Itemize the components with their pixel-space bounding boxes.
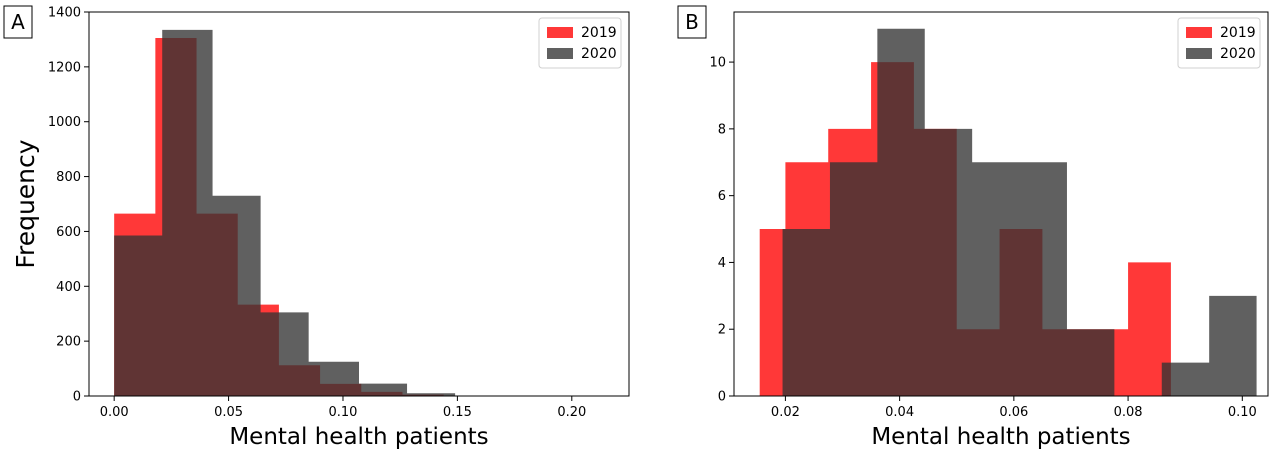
panel-b-ytick-label: 2 (718, 323, 726, 338)
panel-a-ytick-label: 600 (56, 225, 81, 240)
panel-b-letter: B (678, 6, 706, 38)
panel-a-ytick-label: 0 (73, 390, 81, 405)
panel-b-xtick-label: 0.08 (1114, 405, 1143, 420)
panel-a-ytick-label: 1400 (48, 6, 81, 21)
panel-a-ytick-label: 200 (56, 335, 81, 350)
panel-a-ytick-label: 1000 (48, 115, 81, 130)
panel-a-xtick-label: 0.10 (329, 405, 358, 420)
panel-b-series-2020 (783, 29, 1257, 396)
panel-b-hist-2020 (783, 29, 1257, 396)
panel-b-ytick-label: 0 (718, 390, 726, 405)
panel-b-legend-swatch-2020 (1186, 48, 1212, 59)
panel-a-legend-label-2020: 2020 (581, 46, 617, 62)
panel-a-hist-2020 (114, 30, 601, 396)
panel-b-legend-label-2020: 2020 (1220, 46, 1256, 62)
panel-a: 0.00 0.05 0.10 0.15 0.20 0 200 400 600 800 1000 120… (4, 6, 629, 451)
panel-b-ytick-label: 6 (718, 189, 726, 204)
panel-b-xtick-label: 0.10 (1228, 405, 1257, 420)
panel-a-ytick-label: 400 (56, 280, 81, 295)
panel-b-xtick-label: 0.02 (771, 405, 800, 420)
panel-a-series-2020 (114, 30, 601, 396)
panel-a-ytick-label: 800 (56, 170, 81, 185)
panel-b-ytick-label: 8 (718, 122, 726, 137)
panel-a-legend-label-2019: 2019 (581, 25, 617, 41)
panel-b-ytick-label: 4 (718, 256, 726, 271)
panel-a-xtick-label: 0.00 (100, 405, 129, 420)
panel-a-ytick-label: 1200 (48, 60, 81, 75)
panel-b-letter-text: B (685, 10, 699, 34)
panel-a-legend: 2019 2020 (539, 18, 621, 68)
panel-b-x-axis-label: Mental health patients (871, 424, 1130, 450)
panel-a-xtick-label: 0.20 (557, 405, 586, 420)
panel-a-x-axis-label: Mental health patients (229, 424, 488, 450)
panel-b-legend-swatch-2019 (1186, 27, 1212, 38)
panel-b-legend: 2019 2020 (1178, 18, 1260, 68)
panel-a-y-axis-label: Frequency (11, 139, 40, 268)
panel-a-legend-swatch-2020 (547, 48, 573, 59)
panel-b-ytick-label: 10 (709, 56, 726, 71)
panel-a-letter: A (4, 6, 32, 38)
panel-a-legend-swatch-2019 (547, 27, 573, 38)
panel-a-letter-text: A (11, 10, 25, 34)
panel-a-xtick-label: 0.05 (214, 405, 243, 420)
panel-b: 0.02 0.04 0.06 0.08 0.10 0 2 4 6 8 10 Mental health… (678, 6, 1268, 450)
panel-b-xtick-label: 0.06 (999, 405, 1028, 420)
panel-b-legend-label-2019: 2019 (1220, 25, 1256, 41)
panel-a-xtick-label: 0.15 (443, 405, 472, 420)
panel-b-xtick-label: 0.04 (885, 405, 914, 420)
